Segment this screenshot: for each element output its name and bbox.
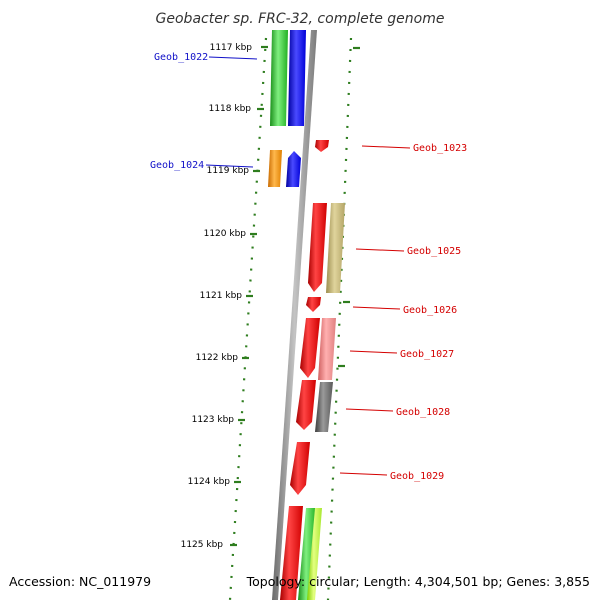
gene-label-geob-1028[interactable]: Geob_1028 <box>396 407 450 418</box>
gene-feature-geob-1025-khaki[interactable] <box>326 203 345 293</box>
gene-label-geob-1024[interactable]: Geob_1024 <box>150 160 204 171</box>
gene-label-geob-1025[interactable]: Geob_1025 <box>407 246 461 257</box>
gene-feature-blue[interactable] <box>288 30 306 126</box>
scale-label: 1118 kbp <box>209 104 252 114</box>
leader-geob-1029 <box>339 472 388 476</box>
left-dotted-guide <box>228 37 268 600</box>
gene-arrow-geob-1028[interactable] <box>296 380 316 430</box>
leader-geob-1028 <box>345 408 394 412</box>
gene-feature-geob-1028-gray[interactable] <box>315 382 333 432</box>
gene-arrow-geob-1027[interactable] <box>300 318 320 378</box>
scale-label: 1124 kbp <box>188 477 231 487</box>
scale-label: 1122 kbp <box>196 353 239 363</box>
gene-arrow-geob-1029[interactable] <box>290 442 310 495</box>
gene-feature-green-bottom[interactable] <box>298 508 316 600</box>
scale-label: 1119 kbp <box>207 166 250 176</box>
leader-geob-1023 <box>361 145 411 149</box>
gene-feature-orange-geob-1024[interactable] <box>268 150 282 187</box>
scale-label: 1125 kbp <box>181 540 224 550</box>
gene-label-geob-1022[interactable]: Geob_1022 <box>154 52 208 63</box>
scale-label: 1117 kbp <box>210 43 253 53</box>
leader-geob-1022 <box>208 56 258 60</box>
scale-label: 1123 kbp <box>192 415 235 425</box>
scale-label: 1121 kbp <box>200 291 243 301</box>
label-leaders <box>205 56 411 476</box>
gene-feature-red-bottom[interactable] <box>280 506 303 600</box>
gene-label-geob-1029[interactable]: Geob_1029 <box>390 471 444 482</box>
gene-labels: Geob_1022 Geob_1024 Geob_1023 Geob_1025 … <box>150 52 467 482</box>
gene-arrow-geob-1025[interactable] <box>308 203 327 292</box>
gene-arrow-geob-1023[interactable] <box>315 140 329 152</box>
leader-geob-1026 <box>352 306 401 310</box>
gene-label-geob-1026[interactable]: Geob_1026 <box>403 305 457 316</box>
map-title: Geobacter sp. FRC-32, complete genome <box>156 11 445 27</box>
leader-geob-1027 <box>349 350 398 354</box>
genome-summary-text: Topology: circular; Length: 4,304,501 bp… <box>246 574 590 589</box>
leader-geob-1025 <box>355 248 405 252</box>
gene-arrow-geob-1026[interactable] <box>306 297 321 312</box>
genome-backbone <box>272 30 317 600</box>
scale-ticks <box>230 45 360 547</box>
leader-geob-1024 <box>205 164 254 168</box>
scale-labels: 1117 kbp 1118 kbp 1119 kbp 1120 kbp 1121… <box>181 43 253 550</box>
gene-label-geob-1023[interactable]: Geob_1023 <box>413 143 467 154</box>
accession-text: Accession: NC_011979 <box>9 574 151 589</box>
gene-feature-geob-1027-pink[interactable] <box>318 318 336 380</box>
gene-feature-lime-bottom[interactable] <box>307 508 322 600</box>
gene-label-geob-1027[interactable]: Geob_1027 <box>400 349 454 360</box>
gene-feature-blue-arrow[interactable] <box>286 151 301 187</box>
scale-label: 1120 kbp <box>204 229 247 239</box>
gene-feature-green[interactable] <box>270 30 288 126</box>
